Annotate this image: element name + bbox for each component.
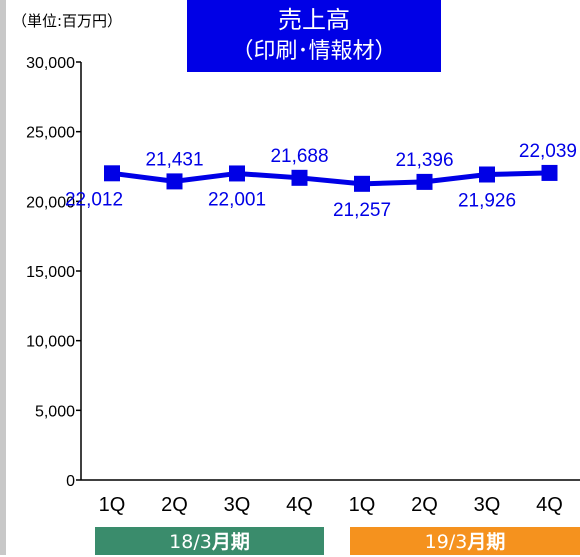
fiscal-year-bar-19: 19/3月期 (350, 527, 580, 555)
x-tick-label: 3Q (224, 494, 251, 516)
series-line (111, 170, 550, 187)
chart-title-box: 売上高 （印刷･情報材） (187, 0, 441, 72)
unit-label: （単位:百万円） (12, 12, 123, 30)
x-tick-label: 1Q (349, 494, 376, 516)
data-point (229, 165, 245, 182)
x-tick-label: 3Q (474, 494, 501, 516)
data-label: 21,257 (333, 200, 391, 221)
x-tick-label: 2Q (411, 494, 438, 516)
data-label: 22,039 (519, 141, 577, 162)
y-tick-label: 15,000 (26, 264, 75, 281)
data-label: 22,001 (208, 189, 266, 210)
data-point (104, 165, 120, 182)
data-point (166, 173, 183, 190)
x-tick-label: 4Q (536, 494, 563, 516)
x-tick-label: 1Q (99, 494, 126, 516)
data-label: 21,431 (145, 149, 203, 170)
data-point (479, 166, 495, 183)
y-tick-label: 10,000 (26, 334, 75, 351)
data-point (291, 169, 308, 186)
data-label: 22,012 (65, 189, 123, 210)
chart-subtitle: （印刷･情報材） (231, 39, 397, 64)
fiscal-year-suffix: 月期 (467, 531, 506, 553)
data-label: 21,926 (458, 190, 516, 211)
data-point (541, 164, 558, 181)
y-tick-label: 0 (66, 473, 75, 490)
data-point (416, 173, 433, 190)
fiscal-year-prefix: 19/3 (424, 531, 468, 553)
data-label: 21,396 (395, 150, 453, 171)
y-tick-label: 5,000 (35, 403, 75, 420)
x-tick-label: 4Q (286, 494, 313, 516)
chart-title: 売上高 (278, 6, 350, 34)
fiscal-year-suffix: 月期 (211, 531, 250, 553)
y-tick-label: 25,000 (26, 125, 75, 142)
data-point (354, 175, 370, 192)
left-border (0, 0, 6, 555)
fiscal-year-bar-18: 18/3月期 (95, 527, 324, 555)
data-label: 21,688 (270, 146, 328, 167)
fiscal-year-prefix: 18/3 (169, 531, 212, 553)
x-tick-label: 2Q (161, 494, 188, 516)
y-tick-label: 20,000 (26, 194, 75, 211)
y-tick-label: 30,000 (26, 55, 75, 72)
